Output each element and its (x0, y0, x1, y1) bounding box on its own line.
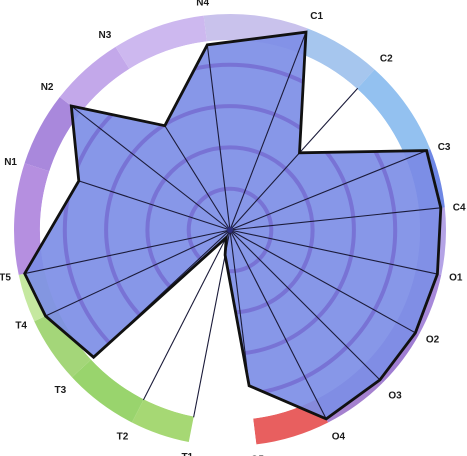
axis-label-O2: O2 (426, 335, 440, 346)
axis-label-N2: N2 (41, 82, 54, 93)
spoke-N3 (164, 125, 231, 231)
grid-ring-1 (186, 186, 274, 274)
sector-N2-N3 (59, 46, 130, 114)
sector-T1-T2 (131, 399, 194, 443)
spoke-N2 (70, 105, 231, 231)
axis-label-O1: O1 (449, 273, 463, 284)
axis-label-O4: O4 (332, 432, 346, 443)
axis-label-C2: C2 (380, 54, 393, 65)
spoke-T4 (45, 229, 231, 317)
data-outline (23, 30, 443, 421)
sector-T3-T4 (34, 310, 92, 378)
axis-label-T2: T2 (117, 432, 129, 443)
center-point (227, 227, 233, 233)
spoke-O2 (229, 229, 416, 334)
axis-label-N4: N4 (196, 0, 209, 9)
spoke-C2 (229, 87, 359, 231)
data-area (24, 32, 441, 419)
axis-label-O5: O5 (251, 454, 265, 456)
axis-label-C4: C4 (453, 203, 466, 214)
axis-label-T3: T3 (55, 385, 67, 396)
axis-label-T4: T4 (15, 321, 27, 332)
sector-T2-T3 (72, 359, 144, 423)
spoke-N1 (78, 180, 231, 231)
axis-label-N1: N1 (4, 157, 17, 168)
spoke-N4 (206, 44, 231, 231)
axis-label-C3: C3 (438, 142, 451, 153)
sector-C1-C2 (298, 28, 375, 89)
spoke-T1 (193, 229, 231, 418)
spoke-C1 (229, 31, 307, 231)
spoke-O5 (229, 229, 250, 386)
spoke-O4 (229, 229, 327, 420)
axis-label-C1: C1 (310, 11, 323, 22)
spoke-T5 (24, 229, 231, 275)
sector-N1-N2 (24, 97, 81, 172)
spoke-C3 (229, 150, 427, 231)
axis-label-N3: N3 (99, 30, 112, 41)
spoke-C4 (229, 207, 441, 231)
spoke-O3 (229, 229, 381, 381)
data-area-polygon (24, 32, 441, 419)
axis-label-O3: O3 (388, 390, 402, 401)
sector-O5-T1 (188, 416, 257, 447)
spoke-O1 (229, 229, 438, 275)
axis-label-T1: T1 (181, 452, 193, 456)
spoke-T2 (142, 229, 231, 401)
sector-C2-C3 (357, 69, 431, 159)
sector-N3-N4 (115, 15, 207, 69)
axis-label-T5: T5 (0, 273, 11, 284)
